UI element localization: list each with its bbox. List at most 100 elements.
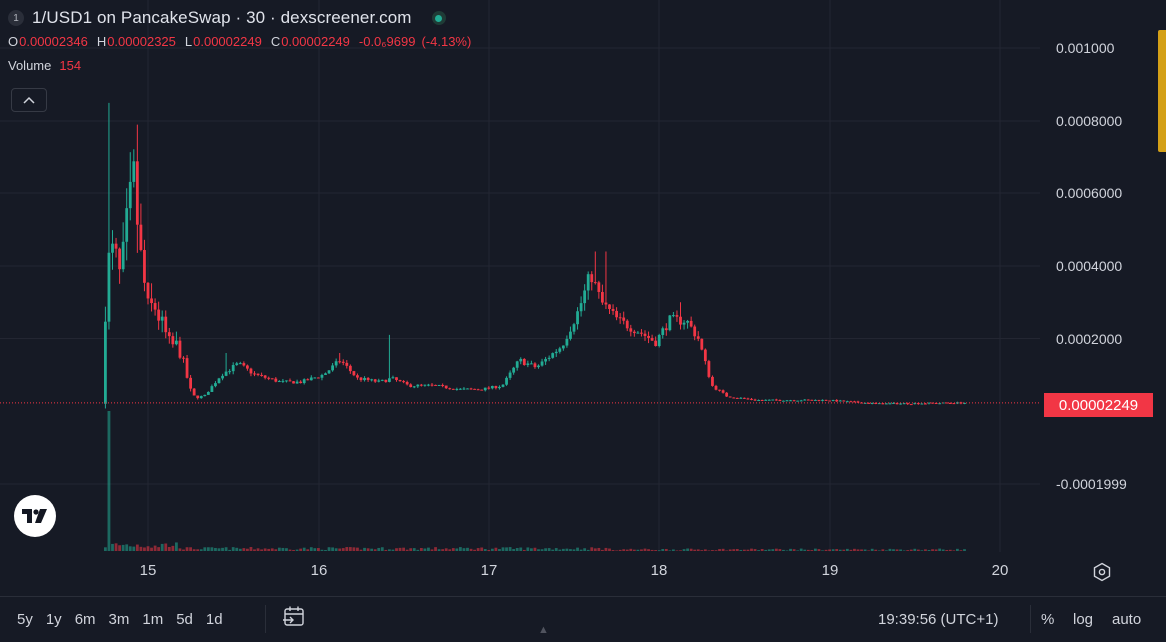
range-1d-button[interactable]: 1d [205, 611, 223, 628]
volume-bar [359, 549, 363, 551]
volume-bar [118, 545, 121, 551]
candle-body [217, 378, 221, 384]
time-axis[interactable]: 15 16 17 18 19 20 [0, 552, 1040, 588]
price-chart[interactable] [0, 0, 1040, 552]
volume-bar [661, 548, 665, 551]
volume-bar [490, 548, 494, 551]
candle-body [498, 386, 501, 389]
chart-settings-icon[interactable] [1092, 562, 1112, 582]
clock-timezone[interactable]: 19:39:56 (UTC+1) [878, 611, 999, 628]
candle-body [494, 385, 498, 389]
volume-bar [189, 547, 192, 551]
volume-bar [363, 547, 366, 551]
panel-expand-handle[interactable]: ▲ [538, 624, 549, 636]
candle-body [757, 400, 760, 402]
candle-body [938, 403, 942, 405]
volume-bar [274, 549, 278, 551]
candle-body [579, 303, 583, 312]
volume-bar [348, 547, 352, 551]
toolbar-divider [265, 605, 266, 633]
volume-bar [338, 548, 342, 551]
percent-toggle[interactable]: % [1041, 611, 1055, 628]
range-3m-button[interactable]: 3m [108, 611, 130, 628]
candle-body [924, 403, 927, 405]
volume-bar [743, 549, 746, 551]
tradingview-logo[interactable] [14, 495, 56, 537]
volume-bar [867, 550, 871, 551]
volume-bar [643, 548, 647, 551]
candle-body [547, 357, 551, 359]
last-price-label: 0.00002249 [1044, 393, 1153, 417]
volume-bar [281, 547, 285, 551]
price-axis[interactable]: 0.001000 0.0008000 0.0006000 0.0004000 0… [1040, 0, 1166, 552]
range-5d-button[interactable]: 5d [176, 611, 193, 628]
change-percent: (-4.13%) [421, 33, 472, 49]
candle-body [306, 379, 310, 381]
change-value: -0.0₆9699 [358, 33, 416, 49]
market-status-icon[interactable] [431, 11, 446, 25]
collapse-legend-button[interactable] [11, 88, 47, 112]
volume-bar [164, 543, 168, 551]
candle-body [569, 331, 572, 339]
volume-bar [647, 549, 650, 551]
candle-body [104, 321, 107, 404]
chart-area[interactable] [0, 0, 1040, 552]
range-5y-button[interactable]: 5y [17, 611, 33, 628]
volume-bar [725, 550, 729, 551]
volume-bar [253, 549, 256, 551]
goto-date-icon[interactable] [282, 605, 306, 627]
candle-body [210, 386, 214, 392]
volume-bar [334, 548, 338, 551]
price-tick: 0.0008000 [1056, 113, 1123, 129]
candle-body [476, 389, 480, 391]
volume-bar [214, 547, 217, 551]
candle-body [948, 402, 952, 404]
candle-body [125, 208, 129, 242]
candle-body [590, 274, 594, 283]
range-1m-button[interactable]: 1m [142, 611, 164, 628]
volume-label: Volume [8, 57, 52, 73]
volume-bar [703, 549, 707, 551]
candle-body [302, 379, 306, 384]
volume-bar [370, 548, 374, 551]
volume-bar [175, 542, 178, 551]
volume-bar [906, 550, 910, 551]
bottom-toolbar: 5y 1y 6m 3m 1m 5d 1d 19:39:56 (UTC+1) % … [0, 596, 1166, 642]
volume-bar [934, 549, 938, 551]
candle-body [906, 403, 910, 405]
symbol-title[interactable]: 1/USD1 on PancakeSwap · 30 · dexscreener… [32, 8, 412, 27]
candle-body [913, 403, 917, 405]
candle-body [178, 340, 182, 358]
auto-toggle[interactable]: auto [1112, 611, 1142, 628]
range-6m-button[interactable]: 6m [74, 611, 96, 628]
volume-bar [341, 548, 345, 551]
volume-bar [203, 547, 207, 551]
volume-bar [302, 547, 306, 551]
volume-bar [753, 549, 757, 551]
volume-bar [792, 549, 796, 551]
volume-bar [718, 549, 721, 551]
volume-bar [277, 547, 281, 551]
candle-body [782, 400, 785, 402]
candle-body [285, 380, 288, 382]
log-toggle[interactable]: log [1073, 611, 1094, 628]
volume-bar [746, 549, 750, 551]
volume-bar [764, 549, 768, 551]
candle-body [419, 384, 423, 386]
candle-body [114, 243, 118, 249]
volume-bar [466, 547, 469, 551]
candle-body [760, 400, 764, 402]
volume-bar [434, 547, 437, 551]
range-1y-button[interactable]: 1y [45, 611, 62, 628]
candle-body [654, 340, 658, 347]
candle-body [721, 390, 725, 393]
volume-bar [537, 549, 540, 551]
price-scale-handle[interactable] [1158, 30, 1166, 152]
candle-body [945, 402, 949, 404]
volume-bar [153, 545, 157, 551]
candle-body [512, 367, 516, 373]
volume-bar [927, 550, 931, 551]
candle-body [469, 388, 473, 390]
volume-bar [206, 547, 210, 551]
volume-bar [640, 549, 643, 551]
